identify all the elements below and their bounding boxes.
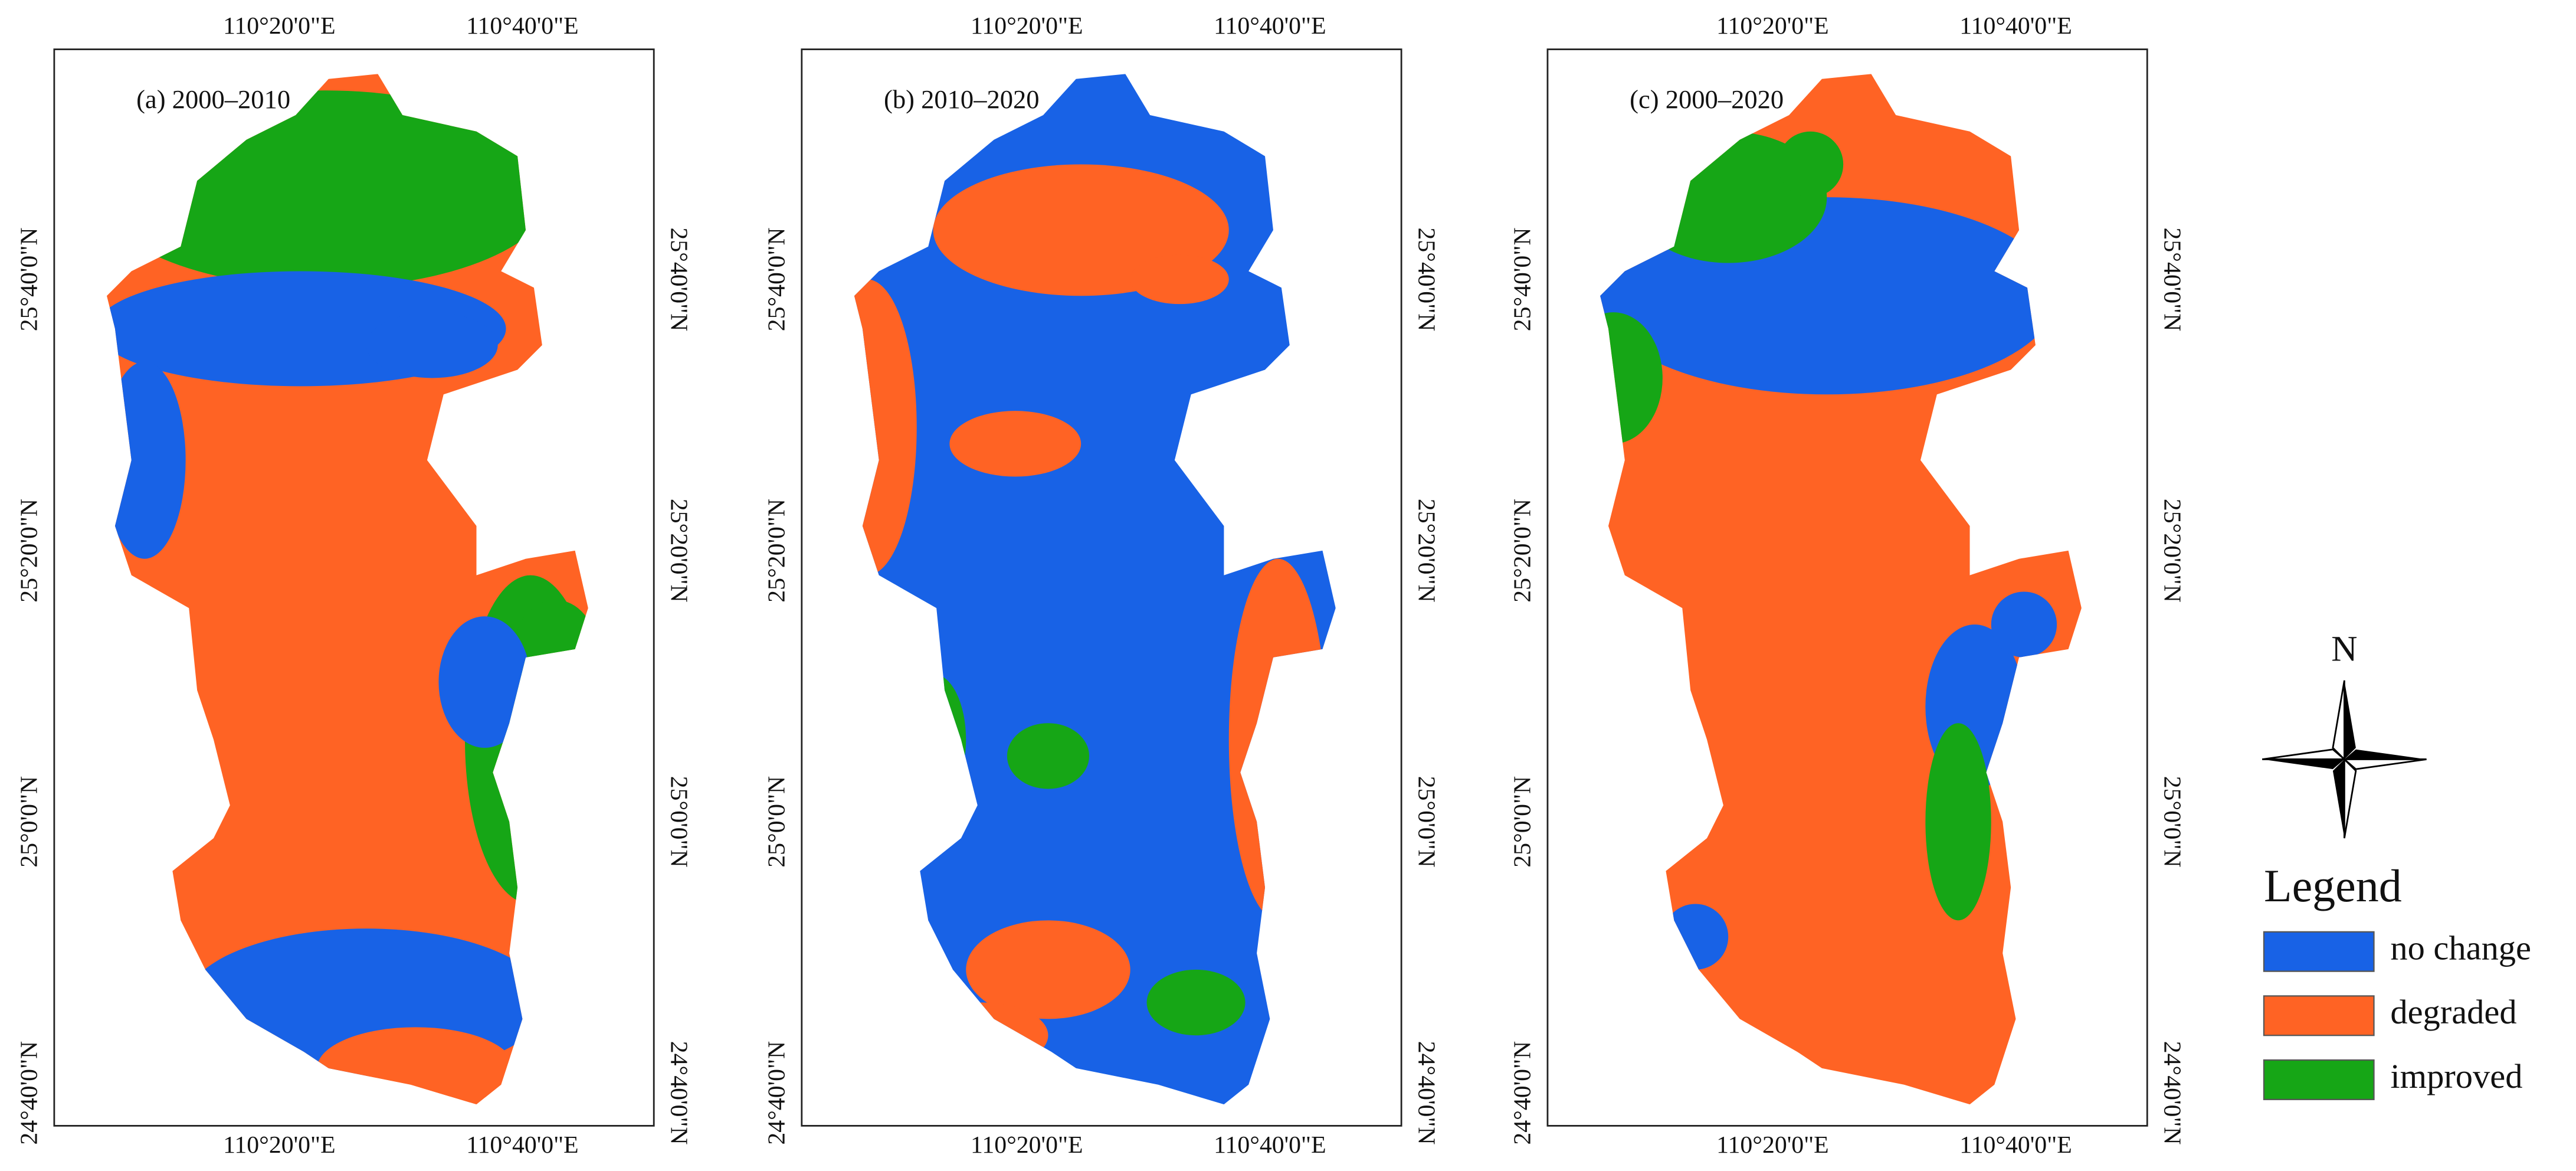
lat-tick-label: 25°20'0"N	[1509, 499, 1536, 603]
panel-title: (a) 2000–2010	[136, 84, 290, 114]
panel-frame	[801, 48, 1402, 1127]
panel-title: (c) 2000–2020	[1630, 84, 1784, 114]
lat-tick-label: 25°40'0"N	[1509, 227, 1536, 331]
lat-tick-label: 25°40'0"N	[763, 227, 790, 331]
lon-tick-label: 110°20'0"E	[971, 12, 1083, 40]
panel-title: (b) 2010–2020	[884, 84, 1040, 114]
legend-title: Legend	[2264, 861, 2402, 911]
lon-tick-label: 110°40'0"E	[466, 12, 578, 40]
map-patch	[1228, 558, 1328, 921]
map-patch	[1777, 131, 1844, 198]
lon-tick-label: 110°40'0"E	[1959, 12, 2072, 40]
lon-tick-label: 110°40'0"E	[1214, 12, 1326, 40]
map-patch	[1991, 591, 2057, 658]
map-patch	[1146, 969, 1246, 1036]
map-patch	[317, 1027, 514, 1105]
map-patch	[916, 1002, 1048, 1068]
map-patch	[366, 312, 498, 378]
lat-tick-label: 24°40'0"N	[2159, 1041, 2186, 1145]
lat-tick-label: 25°40'0"N	[15, 227, 42, 331]
map-fill	[1600, 74, 2082, 1105]
map-patch	[106, 361, 186, 559]
map	[106, 74, 588, 1105]
lat-tick-label: 25°40'0"N	[666, 227, 693, 331]
lat-tick-label: 25°0'0"N	[2159, 776, 2186, 868]
map-patch	[1007, 723, 1090, 789]
legend-label: improved	[2390, 1057, 2522, 1095]
lat-tick-label: 25°40'0"N	[1413, 227, 1440, 331]
lon-tick-label: 110°20'0"E	[223, 12, 335, 40]
map-patch	[438, 616, 531, 748]
legend-label: degraded	[2390, 993, 2516, 1031]
lat-tick-label: 24°40'0"N	[666, 1041, 693, 1145]
north-arrow	[2262, 680, 2427, 839]
lat-tick-label: 25°0'0"N	[15, 776, 42, 868]
map-patch	[106, 90, 556, 288]
lon-tick-label: 110°20'0"E	[1716, 12, 1828, 40]
map-patch	[1600, 197, 2057, 395]
panel-frame	[53, 48, 655, 1127]
north-label: N	[2331, 629, 2357, 669]
lat-tick-label: 25°0'0"N	[1509, 776, 1536, 868]
legend-label: no change	[2390, 929, 2531, 967]
legend-swatch	[2263, 931, 2375, 972]
map-patch	[514, 600, 588, 699]
lon-tick-label: 110°20'0"E	[971, 1131, 1083, 1159]
map-patch	[900, 673, 966, 806]
lon-tick-label: 110°40'0"E	[1214, 1131, 1326, 1159]
lat-tick-label: 24°40'0"N	[1413, 1041, 1440, 1145]
map-patch	[966, 920, 1130, 1019]
map	[854, 74, 1336, 1105]
lon-tick-label: 110°20'0"E	[223, 1131, 335, 1159]
lat-tick-label: 24°40'0"N	[1509, 1041, 1536, 1145]
panel-frame	[1546, 48, 2148, 1127]
map-patch	[1130, 254, 1229, 305]
lon-tick-label: 110°20'0"E	[1716, 1131, 1828, 1159]
lat-tick-label: 25°0'0"N	[666, 776, 693, 868]
map-patch	[1662, 904, 1729, 970]
lon-tick-label: 110°40'0"E	[466, 1131, 578, 1159]
lat-tick-label: 25°20'0"N	[2159, 499, 2186, 603]
lat-tick-label: 24°40'0"N	[15, 1041, 42, 1145]
lat-tick-label: 25°20'0"N	[763, 499, 790, 603]
lat-tick-label: 25°20'0"N	[15, 499, 42, 603]
map-patch	[854, 279, 917, 575]
map-patch	[949, 411, 1081, 477]
lat-tick-label: 25°0'0"N	[1413, 776, 1440, 868]
map-patch	[1600, 312, 1663, 444]
lat-tick-label: 25°40'0"N	[2159, 227, 2186, 331]
map-fill	[854, 74, 1336, 1105]
legend-swatch	[2263, 995, 2375, 1036]
lat-tick-label: 25°0'0"N	[763, 776, 790, 868]
map-patch	[1925, 723, 1991, 921]
lon-tick-label: 110°40'0"E	[1959, 1131, 2072, 1159]
lat-tick-label: 25°20'0"N	[1413, 499, 1440, 603]
map-fill	[106, 74, 588, 1105]
map	[1600, 74, 2082, 1105]
lat-tick-label: 24°40'0"N	[763, 1041, 790, 1145]
legend-swatch	[2263, 1059, 2375, 1100]
lat-tick-label: 25°20'0"N	[666, 499, 693, 603]
